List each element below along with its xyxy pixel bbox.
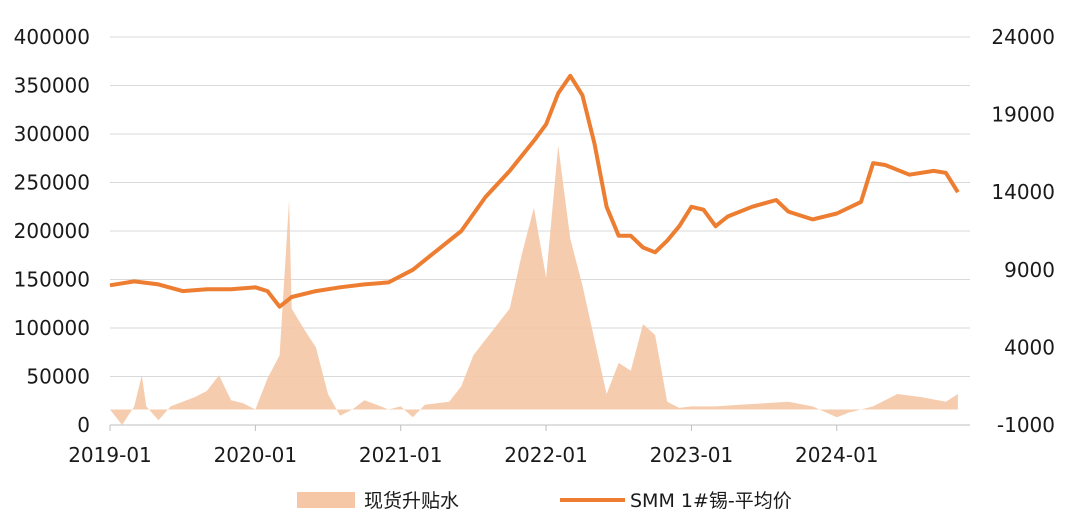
gridlines — [110, 36, 970, 426]
legend: 现货升贴水 SMM 1#锡-平均价 — [297, 490, 792, 512]
x-tick-label: 2019-01 — [68, 443, 152, 467]
left-tick-label: 400000 — [14, 25, 90, 49]
tin-price-line — [109, 73, 960, 309]
left-axis: 0 50000 100000 150000 200000 250000 300000 3500… — [14, 25, 90, 437]
x-tick-label: 2020-01 — [214, 443, 298, 467]
legend-label-line: SMM 1#锡-平均价 — [630, 490, 792, 512]
left-tick-label: 250000 — [14, 171, 90, 195]
left-tick-label: 100000 — [14, 316, 90, 340]
right-tick-label: -1000 — [997, 413, 1055, 437]
right-axis: -1000 4000 9000 14000 19000 24000 — [991, 25, 1055, 437]
left-tick-label: 200000 — [14, 219, 90, 243]
spot-premium-area — [110, 145, 958, 425]
x-tick-label: 2024-01 — [795, 443, 879, 467]
x-tick-label: 2021-01 — [359, 443, 443, 467]
legend-swatch-area — [297, 492, 355, 508]
right-tick-label: 4000 — [1004, 335, 1055, 359]
right-tick-label: 14000 — [991, 180, 1055, 204]
legend-label-area: 现货升贴水 — [364, 490, 459, 512]
left-tick-label: 300000 — [14, 122, 90, 146]
line-series — [109, 73, 960, 309]
left-tick-label: 150000 — [14, 268, 90, 292]
x-tick-label: 2022-01 — [504, 443, 588, 467]
right-tick-label: 9000 — [1004, 258, 1055, 282]
right-tick-label: 24000 — [991, 25, 1055, 49]
left-tick-label: 350000 — [14, 74, 90, 98]
left-tick-label: 0 — [77, 413, 90, 437]
right-tick-label: 19000 — [991, 103, 1055, 127]
area-series — [110, 145, 958, 425]
left-tick-label: 50000 — [26, 365, 90, 389]
x-tick-label: 2023-01 — [650, 443, 734, 467]
x-axis: 2019-01 2020-01 2021-01 2022-01 2023-01 2024-… — [68, 424, 970, 467]
